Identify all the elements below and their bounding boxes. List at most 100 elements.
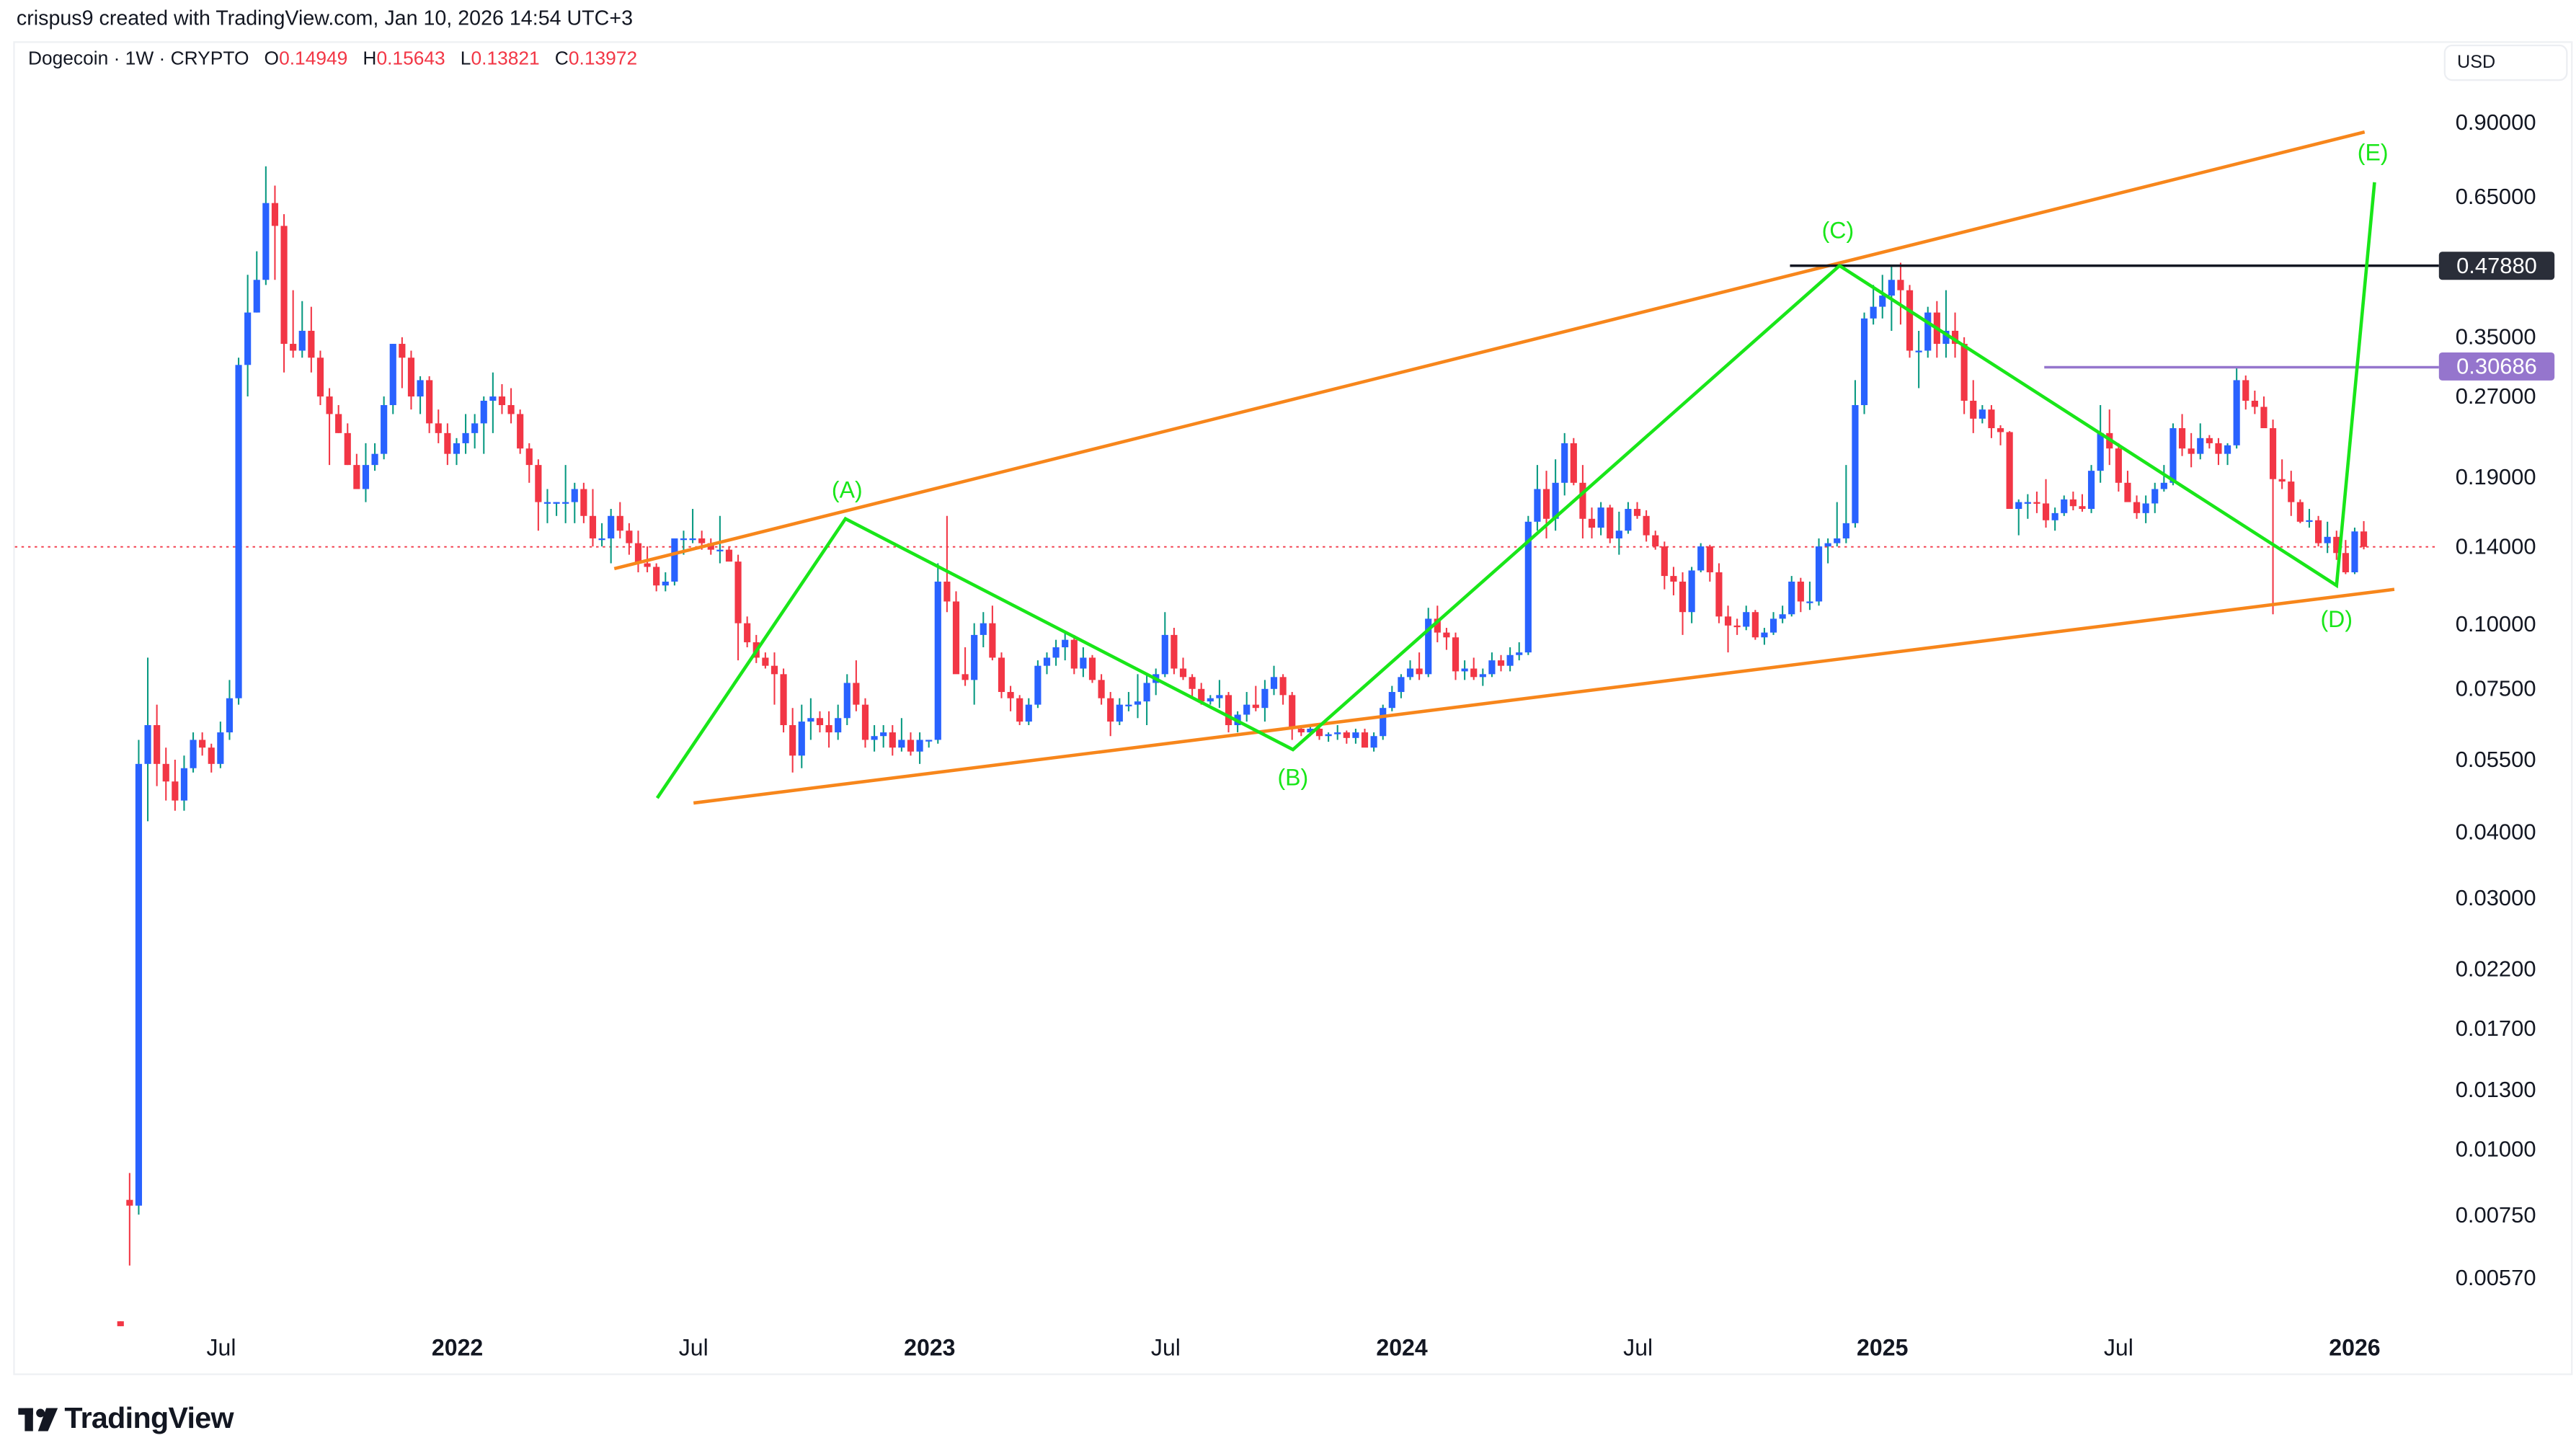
candle [1724, 605, 1732, 653]
candle [1924, 306, 1932, 358]
wave-path[interactable] [655, 182, 2376, 799]
candle [1579, 465, 1586, 538]
candle [1216, 680, 1223, 709]
candle [1289, 692, 1296, 740]
candle [1434, 605, 1441, 643]
candle [126, 1173, 133, 1266]
candle [1134, 674, 1142, 719]
candle [1171, 628, 1178, 675]
tradingview-logo[interactable]: TradingView [18, 1401, 234, 1436]
candle [1915, 330, 1922, 389]
candle [1497, 654, 1505, 672]
lower-channel-line[interactable] [693, 587, 2395, 805]
candle [407, 350, 415, 410]
candle [1516, 642, 1523, 661]
price-tick-label: 0.90000 [2455, 109, 2536, 134]
candle [716, 515, 724, 564]
candle [2051, 507, 2058, 531]
close-value: 0.13972 [568, 49, 638, 70]
candle [417, 376, 424, 414]
candle [1270, 665, 1278, 696]
candle [798, 704, 805, 768]
candle [1406, 660, 1414, 680]
candle [462, 414, 469, 454]
upper-channel-line[interactable] [613, 130, 2366, 571]
candle [689, 509, 696, 543]
candle [1960, 337, 1968, 414]
symbol-title[interactable]: Dogecoin · 1W · CRYPTO [27, 49, 249, 70]
time-tick-label: Jul [678, 1333, 709, 1361]
candle [861, 698, 869, 748]
wave-label-e: (E) [2358, 140, 2389, 166]
time-tick-label: 2025 [1857, 1333, 1909, 1361]
tradingview-logo-icon [18, 1407, 58, 1431]
candle [1978, 405, 1986, 424]
candle [1207, 695, 1214, 705]
candle [298, 301, 306, 358]
candle [1697, 543, 1705, 572]
candle [653, 563, 660, 592]
candle [934, 563, 941, 744]
candle [1743, 605, 1750, 631]
candle [616, 502, 623, 538]
candle [316, 350, 324, 406]
price-level-badge: 0.30686 [2438, 353, 2555, 381]
author-credit: crispus9 created with TradingView.com, J… [16, 6, 634, 30]
candle [671, 538, 678, 586]
candle [2360, 520, 2368, 550]
symbol-legend: Dogecoin · 1W · CRYPTO O0.14949 H0.15643… [28, 50, 637, 69]
candle [1870, 285, 1877, 325]
price-level-badge: 0.47880 [2438, 252, 2555, 280]
candle [2333, 531, 2340, 560]
candle [235, 358, 242, 705]
candle [907, 732, 915, 756]
candle [2069, 492, 2077, 510]
time-tick-label: Jul [1150, 1333, 1181, 1361]
candle [2242, 375, 2249, 410]
candle [2278, 459, 2286, 489]
candle [2160, 465, 2167, 492]
candle [1879, 275, 1886, 319]
candle [2087, 465, 2095, 513]
candle [1761, 628, 1768, 645]
candle [172, 760, 179, 811]
candle [335, 405, 342, 433]
horizontal-levels[interactable] [1790, 264, 2439, 369]
wedge-channel-lines[interactable] [613, 130, 2395, 805]
candle [1062, 632, 1069, 661]
candle [1625, 502, 1632, 534]
candle [1506, 647, 1514, 672]
candle [1706, 544, 1713, 582]
candle [1352, 729, 1359, 744]
candle [807, 698, 814, 740]
candle [2260, 396, 2268, 429]
candle [208, 743, 215, 773]
candle [898, 718, 905, 752]
abcde-wave-polyline[interactable] [655, 182, 2376, 799]
low-value: 0.13821 [471, 49, 540, 70]
price-tick-label: 0.03000 [2455, 885, 2536, 911]
candle [780, 668, 787, 733]
candle [943, 515, 951, 613]
candle [1970, 380, 1977, 433]
candle [1860, 312, 1868, 414]
time-tick-label: 2022 [431, 1333, 484, 1361]
candle [634, 531, 642, 572]
currency-button[interactable]: USD [2443, 44, 2568, 81]
candle [598, 523, 605, 547]
candle [1824, 538, 1831, 564]
candle [2079, 494, 2086, 512]
candle [199, 732, 206, 756]
time-tick-label: Jul [1623, 1333, 1653, 1361]
candle [1679, 572, 1687, 635]
candle [1388, 685, 1395, 711]
candle [553, 502, 560, 516]
candle [2188, 432, 2195, 468]
candle [1398, 674, 1405, 698]
candle [1443, 628, 1450, 650]
candle [1769, 612, 1777, 635]
candle [507, 388, 515, 424]
candle [843, 674, 850, 726]
candle [162, 747, 169, 801]
